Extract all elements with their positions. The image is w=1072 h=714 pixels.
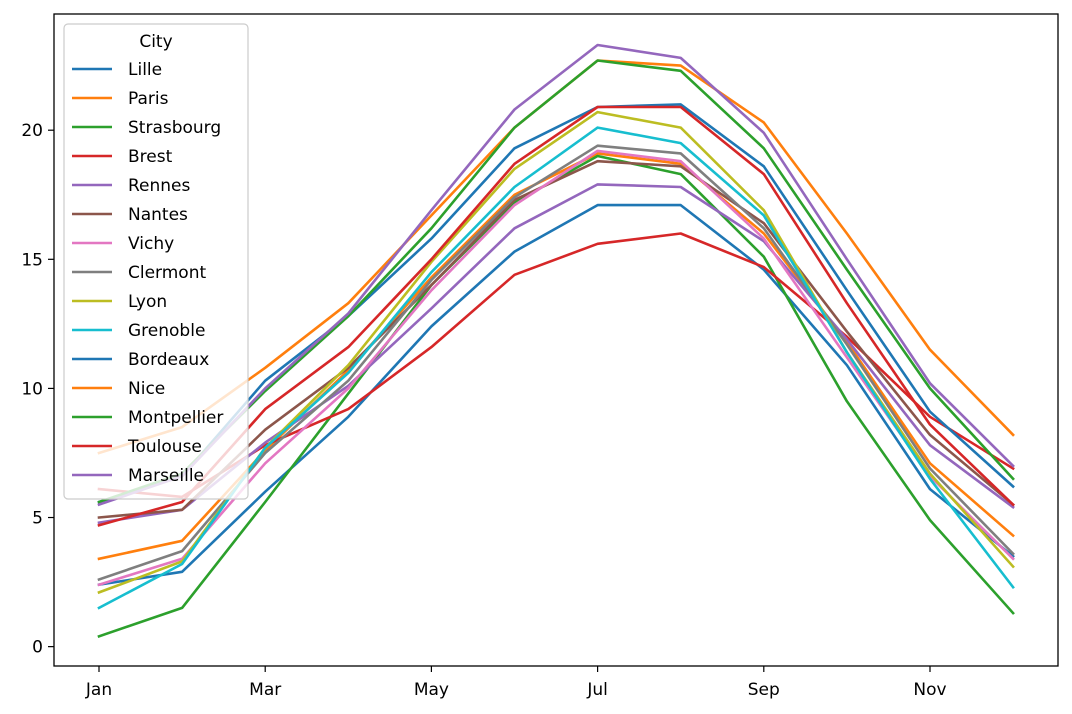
legend-label-clermont: Clermont <box>128 263 206 283</box>
series-line-lille <box>97 203 1015 587</box>
x-tick-label: Mar <box>249 680 281 700</box>
y-tick-label: 20 <box>21 121 43 141</box>
legend-label-paris: Paris <box>128 89 169 109</box>
legend-label-vichy: Vichy <box>128 234 174 254</box>
x-tick-label: Jul <box>586 680 608 700</box>
series-line-marseille <box>97 43 1015 507</box>
series-line-nantes <box>97 159 1015 519</box>
legend-label-montpellier: Montpellier <box>128 408 223 428</box>
axes-layer: Jan Mar May Jul Sep Nov 0 5 10 15 20 <box>21 121 946 700</box>
series-line-vichy <box>97 149 1015 587</box>
legend-label-nice: Nice <box>128 379 165 399</box>
series-line-grenoble <box>97 126 1015 610</box>
x-tick-label: Nov <box>913 680 946 700</box>
series-line-rennes <box>97 183 1015 525</box>
plot-frame <box>53 13 1059 667</box>
y-tick-label: 5 <box>32 509 43 529</box>
legend-label-lille: Lille <box>128 60 162 80</box>
legend-label-bordeaux: Bordeaux <box>128 350 209 370</box>
series-layer <box>97 43 1015 638</box>
legend-label-lyon: Lyon <box>128 292 167 312</box>
y-tick-label: 15 <box>21 250 43 270</box>
legend-label-nantes: Nantes <box>128 205 188 225</box>
legend-label-strasbourg: Strasbourg <box>128 118 221 138</box>
legend-label-marseille: Marseille <box>128 466 204 486</box>
legend-box <box>63 23 249 500</box>
x-tick-label: Sep <box>748 680 780 700</box>
series-line-bordeaux <box>97 103 1015 504</box>
y-tick-label: 0 <box>32 638 43 658</box>
legend-label-toulouse: Toulouse <box>127 437 202 457</box>
legend-title: City <box>139 32 172 52</box>
series-line-toulouse <box>97 105 1015 527</box>
x-tick-label: May <box>414 680 449 700</box>
legend: City Lille Paris Strasbourg Brest Rennes Nante… <box>63 23 249 500</box>
legend-label-grenoble: Grenoble <box>128 321 205 341</box>
y-tick-label: 10 <box>21 379 43 399</box>
legend-label-brest: Brest <box>128 147 173 167</box>
x-tick-label: Jan <box>85 680 112 700</box>
legend-label-rennes: Rennes <box>128 176 191 196</box>
